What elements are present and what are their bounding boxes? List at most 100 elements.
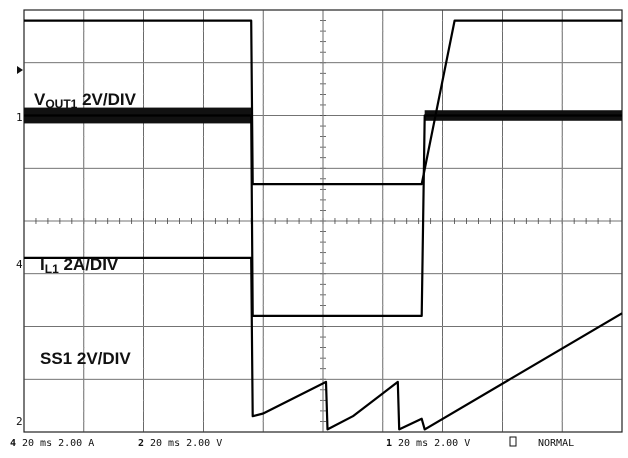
- grid-dot: [83, 157, 85, 159]
- grid-dot: [83, 220, 85, 222]
- grid-dot: [322, 357, 324, 359]
- grid-dot: [202, 283, 204, 285]
- vout1-ground-marker: [17, 66, 23, 74]
- grid-dot: [143, 378, 145, 380]
- grid-dot: [561, 104, 563, 106]
- grid-dot: [561, 399, 563, 401]
- grid-dot: [561, 72, 563, 74]
- grid-dot: [262, 62, 264, 64]
- grid-dot: [262, 30, 264, 32]
- grid-dot: [262, 41, 264, 43]
- grid-dot: [202, 83, 204, 85]
- grid-dot: [322, 241, 324, 243]
- grid-dot: [202, 399, 204, 401]
- grid-dot: [143, 262, 145, 264]
- grid-dot: [83, 347, 85, 349]
- grid-dot: [202, 72, 204, 74]
- grid-dot: [143, 83, 145, 85]
- footer-ch2-number: 2: [138, 438, 144, 449]
- grid-dot: [322, 125, 324, 127]
- grid-dot: [382, 188, 384, 190]
- grid-dot: [442, 294, 444, 296]
- grid-dot: [322, 294, 324, 296]
- grid-dot: [561, 325, 563, 328]
- grid-dot: [322, 378, 324, 380]
- grid-dot: [561, 93, 563, 95]
- grid-dot: [83, 178, 85, 180]
- grid-dot: [262, 230, 264, 233]
- grid-dot: [501, 93, 503, 95]
- grid-dot: [442, 51, 444, 53]
- il1-label: IL1 2A/DIV: [40, 255, 119, 276]
- grid-dot: [202, 51, 204, 53]
- grid-dot: [262, 304, 264, 306]
- grid-dot: [262, 146, 264, 148]
- grid-dot: [382, 420, 384, 423]
- grid-dot: [382, 220, 384, 222]
- grid-dot: [83, 399, 85, 401]
- grid-dot: [382, 136, 384, 138]
- grid-dot: [322, 262, 324, 264]
- il1-trace: [24, 114, 622, 317]
- grid-dot: [83, 315, 85, 317]
- footer-ch4-setting: 20 ms 2.00 A: [22, 438, 94, 449]
- grid-dot: [442, 410, 444, 412]
- vout1-label: VOUT1 2V/DIV: [34, 90, 137, 111]
- grid-dot: [442, 336, 444, 338]
- grid-dot: [262, 294, 264, 296]
- grid-dot: [262, 273, 264, 275]
- grid-dot: [382, 357, 384, 359]
- grid-dot: [143, 347, 145, 349]
- grid-dot: [83, 420, 85, 423]
- grid-dot: [382, 30, 384, 32]
- grid-dot: [382, 209, 384, 212]
- grid-dot: [143, 157, 145, 159]
- grid-dot: [501, 220, 503, 222]
- grid-dot: [83, 125, 85, 127]
- grid-dot: [262, 125, 264, 127]
- grid-dot: [382, 146, 384, 148]
- grid-dot: [262, 209, 264, 212]
- grid-dot: [382, 389, 384, 391]
- grid-dot: [322, 41, 324, 43]
- grid-dot: [382, 336, 384, 338]
- footer-trigger-box: [509, 436, 517, 447]
- grid-dot: [442, 19, 444, 22]
- grid-dot: [442, 262, 444, 264]
- grid-dot: [442, 188, 444, 190]
- grid-dot: [143, 273, 145, 275]
- grid-dot: [382, 72, 384, 74]
- grid-dot: [202, 389, 204, 391]
- grid-dot: [561, 304, 563, 306]
- grid-dot: [501, 188, 503, 190]
- grid-dot: [143, 62, 145, 64]
- grid-dot: [143, 252, 145, 254]
- grid-dot: [143, 125, 145, 127]
- grid-dot: [501, 157, 503, 159]
- grid-dot: [561, 420, 563, 423]
- grid-dot: [382, 62, 384, 64]
- grid-dot: [322, 399, 324, 401]
- grid-dot: [262, 199, 264, 201]
- grid-dot: [501, 325, 503, 328]
- grid-dot: [322, 104, 324, 106]
- grid-dot: [202, 315, 204, 317]
- grid-dot: [501, 167, 503, 169]
- grid-dot: [382, 241, 384, 243]
- grid-dot: [442, 230, 444, 233]
- grid-dot: [322, 157, 324, 159]
- grid: [23, 9, 623, 433]
- grid-dot: [382, 104, 384, 106]
- grid-dot: [262, 252, 264, 254]
- grid-dot: [143, 315, 145, 317]
- grid-dot: [561, 30, 563, 32]
- grid-dot: [501, 420, 503, 423]
- grid-dot: [442, 199, 444, 201]
- grid-dot: [322, 167, 324, 169]
- grid-dot: [501, 304, 503, 306]
- grid-dot: [442, 136, 444, 138]
- grid-dot: [442, 220, 444, 222]
- grid-dot: [501, 136, 503, 138]
- grid-dot: [442, 241, 444, 243]
- grid-dot: [202, 209, 204, 212]
